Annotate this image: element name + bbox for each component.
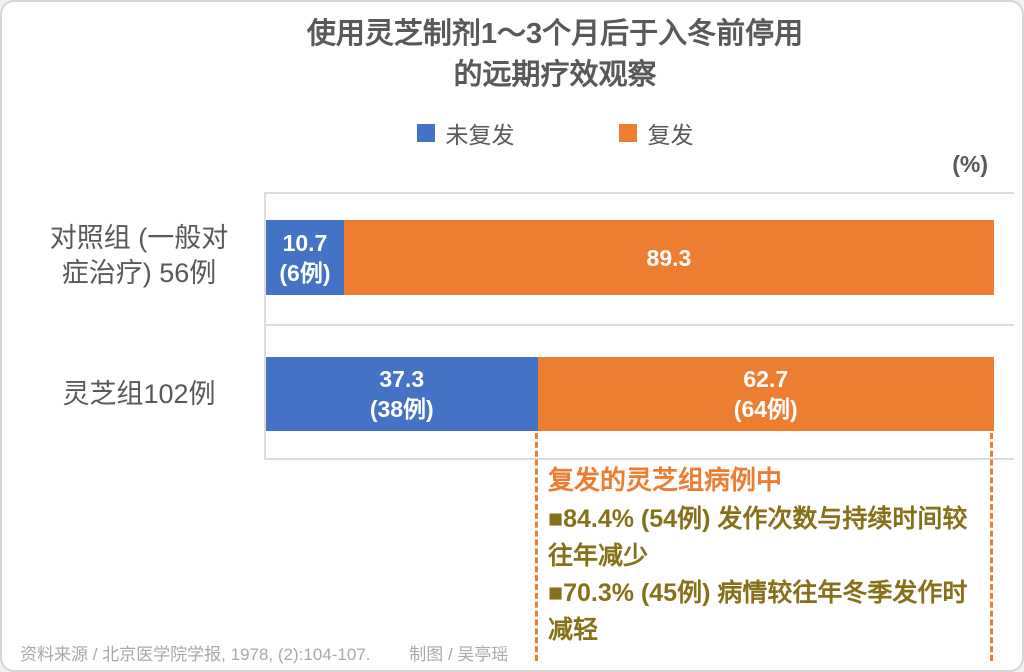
y-axis-line — [264, 192, 266, 460]
segment-count: (6例) — [279, 259, 331, 286]
segment-value: 10.7 — [282, 229, 328, 256]
bar-segment-lingzhi-no-relapse: 37.3 (38例) — [266, 357, 538, 431]
legend-swatch-blue — [416, 124, 435, 142]
segment-value: 62.7 — [743, 366, 789, 392]
segment-count: (38例) — [369, 396, 434, 422]
source-citation: 资料来源 / 北京医学院学报, 1978, (2):104-107. — [20, 645, 371, 664]
axis-unit-label: (%) — [952, 151, 988, 177]
legend-swatch-orange — [618, 124, 637, 142]
plot-border-top — [264, 192, 1014, 194]
legend-item-no-relapse: 未复发 — [416, 116, 515, 150]
chart-title-line1: 使用灵芝制剂1～3个月后于入冬前停用 — [306, 18, 804, 50]
chart-credit: 制图 / 吴亭瑶 — [409, 645, 509, 664]
legend-label-no-relapse: 未复发 — [445, 122, 515, 148]
bar-segment-lingzhi-relapse: 62.7 (64例) — [537, 357, 994, 431]
annotation-callout-dashed-box — [535, 433, 993, 661]
legend: 未复发 复发 — [94, 116, 1016, 150]
plot-border-bottom — [264, 458, 1014, 460]
footer: 资料来源 / 北京医学院学报, 1978, (2):104-107. 制图 / … — [20, 640, 508, 665]
legend-label-relapse: 复发 — [647, 122, 694, 148]
bar-lingzhi-group: 37.3 (38例) 62.7 (64例) — [266, 357, 994, 431]
annotation-heading: 复发的灵芝组病例中 — [548, 465, 783, 495]
segment-value: 37.3 — [379, 366, 425, 392]
category-divider-line — [264, 324, 1014, 326]
chart-title: 使用灵芝制剂1～3个月后于入冬前停用 的远期疗效观察 — [94, 14, 1016, 96]
annotation-item-2: ■70.3% (45例) 病情较往年冬季发作时减轻 — [548, 579, 968, 644]
category-label-control-line1: 对照组 (一般对 — [49, 223, 229, 253]
annotation-item-1: ■84.4% (54例) 发作次数与持续时间较往年减少 — [548, 505, 968, 570]
legend-item-relapse: 复发 — [618, 116, 694, 150]
chart-title-line2: 的远期疗效观察 — [453, 59, 657, 91]
bar-segment-control-relapse: 89.3 — [343, 220, 994, 295]
segment-count: (64例) — [733, 396, 798, 422]
category-label-lingzhi-group: 灵芝组102例 — [20, 377, 258, 412]
bar-control-group: 10.7 (6例) 89.3 — [266, 220, 994, 295]
bar-segment-control-no-relapse: 10.7 (6例) — [266, 220, 344, 295]
category-label-lingzhi-line1: 灵芝组102例 — [62, 379, 216, 409]
category-label-control-line2: 症治疗) 56例 — [61, 258, 217, 288]
segment-value: 89.3 — [646, 244, 692, 271]
category-label-control-group: 对照组 (一般对 症治疗) 56例 — [20, 221, 258, 291]
annotation-block: 复发的灵芝组病例中 ■84.4% (54例) 发作次数与持续时间较往年减少 ■7… — [548, 461, 988, 649]
